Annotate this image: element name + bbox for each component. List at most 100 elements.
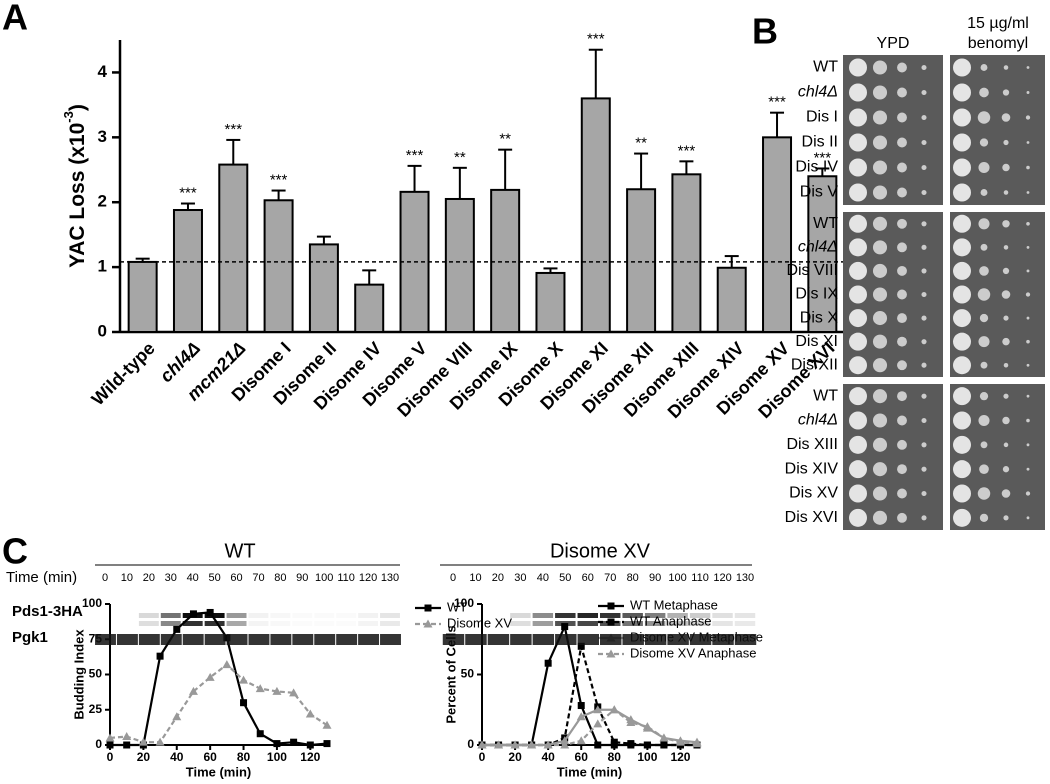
band bbox=[138, 621, 159, 626]
band bbox=[532, 621, 554, 626]
band bbox=[204, 621, 225, 626]
blot-time: 0 bbox=[102, 572, 108, 584]
spot bbox=[872, 358, 888, 373]
blot-time: 80 bbox=[274, 572, 286, 584]
x-tick-label: 0 bbox=[479, 750, 486, 764]
marker bbox=[675, 737, 685, 746]
spot bbox=[897, 265, 907, 276]
marker bbox=[323, 740, 331, 748]
plate bbox=[843, 55, 943, 205]
plate bbox=[950, 384, 1045, 530]
marker bbox=[626, 717, 636, 726]
spot bbox=[953, 387, 971, 406]
spot bbox=[897, 187, 907, 198]
marker bbox=[106, 741, 114, 749]
blot-time: 10 bbox=[121, 572, 133, 584]
band bbox=[314, 634, 336, 645]
spot bbox=[1002, 416, 1010, 425]
blot-time: 110 bbox=[691, 572, 709, 584]
spot bbox=[980, 361, 988, 369]
band bbox=[336, 634, 358, 645]
x-axis-label: Time (min) bbox=[186, 764, 252, 779]
significance: *** bbox=[406, 147, 424, 164]
spot bbox=[953, 238, 971, 257]
band bbox=[734, 613, 756, 618]
spot bbox=[849, 356, 867, 375]
spot bbox=[980, 64, 988, 71]
spot bbox=[1026, 394, 1030, 398]
bar bbox=[263, 199, 294, 333]
band bbox=[182, 613, 203, 618]
spot bbox=[921, 64, 927, 71]
spot bbox=[897, 242, 907, 253]
bar bbox=[535, 271, 566, 333]
series-line bbox=[482, 708, 698, 747]
band bbox=[182, 634, 204, 645]
spot bbox=[980, 243, 988, 251]
y-tick-label: 2 bbox=[98, 192, 107, 211]
spot bbox=[953, 183, 971, 202]
panel-label: B bbox=[752, 11, 778, 52]
bar bbox=[580, 97, 611, 334]
spot bbox=[953, 484, 971, 503]
strain-label: chl4Δ bbox=[798, 84, 838, 101]
band bbox=[532, 634, 555, 645]
significance: *** bbox=[179, 184, 197, 201]
band bbox=[138, 613, 159, 618]
y-tick-label: 0 bbox=[467, 737, 474, 751]
spot bbox=[953, 435, 971, 454]
y-tick-label: 100 bbox=[82, 596, 102, 610]
spot bbox=[872, 263, 888, 278]
marker bbox=[577, 702, 585, 710]
marker bbox=[206, 608, 214, 616]
bar bbox=[762, 136, 793, 333]
legend-label: WT Metaphase bbox=[630, 597, 718, 612]
band bbox=[555, 621, 576, 626]
blot-time: 90 bbox=[649, 572, 661, 584]
spot bbox=[849, 158, 867, 177]
marker bbox=[423, 619, 433, 628]
marker bbox=[594, 741, 602, 749]
band bbox=[465, 634, 487, 645]
bar bbox=[444, 197, 475, 333]
marker bbox=[560, 736, 570, 745]
significance: ** bbox=[635, 135, 647, 152]
blot-time: 120 bbox=[359, 572, 377, 584]
significance: *** bbox=[768, 94, 786, 111]
band bbox=[314, 613, 334, 618]
marker bbox=[609, 705, 619, 714]
spot bbox=[1026, 316, 1030, 320]
blot-time: 100 bbox=[315, 572, 333, 584]
spot bbox=[849, 435, 867, 454]
significance: *** bbox=[814, 149, 832, 166]
spot bbox=[1025, 115, 1031, 120]
spot bbox=[849, 183, 867, 202]
strain-label: WT bbox=[813, 59, 838, 76]
band bbox=[292, 613, 312, 618]
marker bbox=[692, 739, 702, 748]
band bbox=[712, 613, 733, 618]
marker bbox=[105, 733, 115, 742]
series-line bbox=[482, 646, 697, 747]
significance: *** bbox=[270, 172, 288, 189]
spot bbox=[1003, 65, 1009, 70]
spot bbox=[977, 288, 991, 301]
spot bbox=[897, 360, 907, 371]
spot bbox=[849, 309, 867, 328]
spot bbox=[979, 87, 989, 98]
spot bbox=[977, 111, 991, 124]
spot bbox=[872, 462, 888, 477]
blot-time: 70 bbox=[604, 572, 616, 584]
legend-label: Disome XV bbox=[447, 615, 512, 630]
spot bbox=[1025, 491, 1031, 496]
marker bbox=[289, 688, 299, 697]
spot bbox=[872, 389, 888, 404]
marker bbox=[306, 741, 314, 749]
series-line bbox=[110, 611, 328, 747]
spot bbox=[1001, 290, 1011, 299]
column-header: benomyl bbox=[968, 35, 1028, 52]
marker bbox=[123, 741, 131, 749]
band bbox=[116, 634, 138, 645]
y-tick-label: 50 bbox=[89, 667, 103, 681]
strain-label: Dis XIV bbox=[785, 460, 839, 477]
